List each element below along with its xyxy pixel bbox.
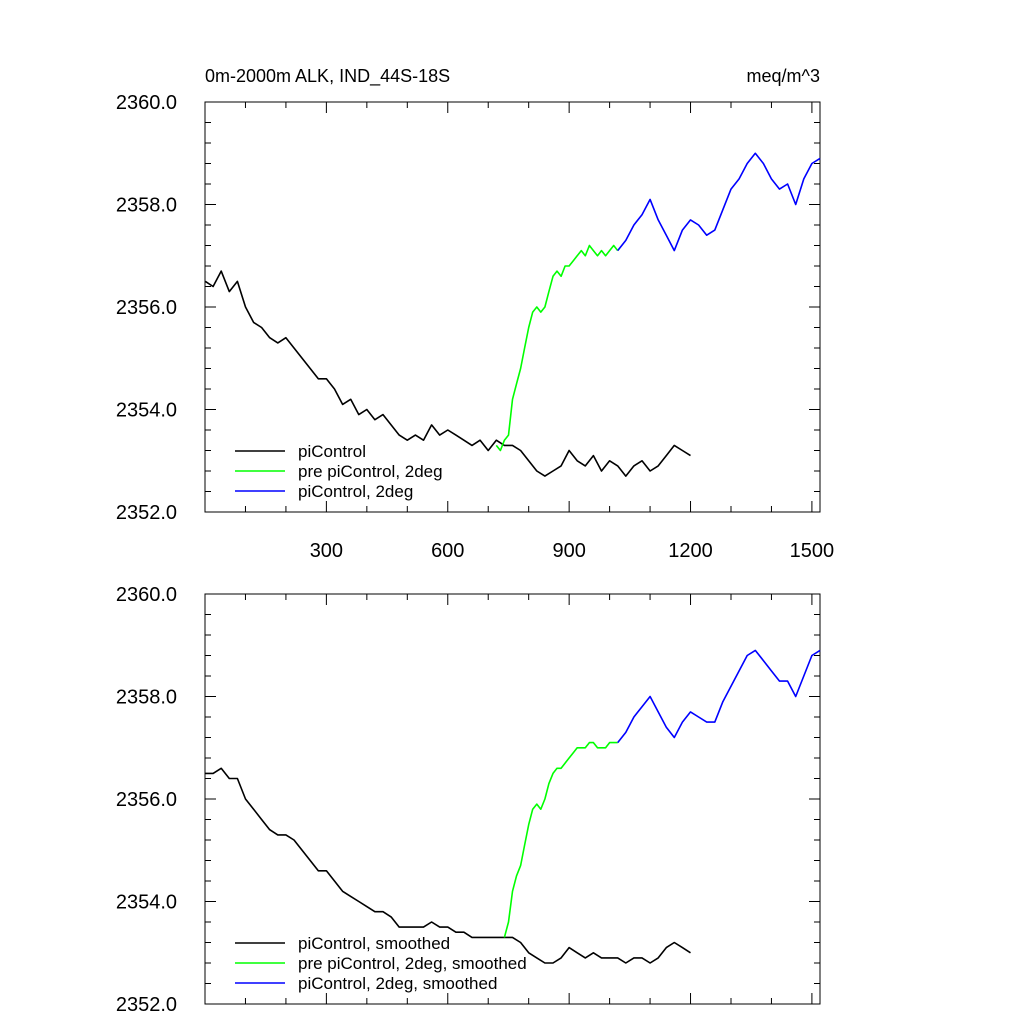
y-tick-label: 2352.0 xyxy=(116,994,177,1016)
x-tick-label: 300 xyxy=(310,540,343,562)
legend-label-1: pre piControl, 2deg xyxy=(298,462,443,481)
y-tick-label: 2352.0 xyxy=(116,502,177,524)
legend-label-0: piControl xyxy=(298,442,366,461)
y-tick-label: 2360.0 xyxy=(116,92,177,114)
top-panel: 0m-2000m ALK, IND_44S-18S meq/m^3 300 600… xyxy=(116,66,834,562)
x-tick-label: 600 xyxy=(431,540,464,562)
y-tick-label: 2356.0 xyxy=(116,789,177,811)
bottom-axis-ticks: 2352.0 2354.0 2356.0 2358.0 2360.0 xyxy=(116,584,820,1016)
series-line-1 xyxy=(503,741,618,938)
bottom-panel: 2352.0 2354.0 2356.0 2358.0 2360.0 piControl… xyxy=(116,584,821,1016)
y-tick-label: 2358.0 xyxy=(116,687,177,709)
series-line-1 xyxy=(495,244,619,452)
legend-label-2: piControl, 2deg xyxy=(298,482,413,501)
legend-label-0: piControl, smoothed xyxy=(298,934,450,953)
y-tick-label: 2356.0 xyxy=(116,297,177,319)
top-axis-ticks: 300 600 900 1200 1500 2352.0 2354.0 2356.0 2358.… xyxy=(116,92,834,562)
x-tick-label: 900 xyxy=(552,540,585,562)
top-series-group xyxy=(204,152,821,477)
top-panel-title: 0m-2000m ALK, IND_44S-18S xyxy=(205,66,450,87)
legend-label-1: pre piControl, 2deg, smoothed xyxy=(298,954,527,973)
bottom-series-group xyxy=(205,649,821,964)
y-tick-label: 2360.0 xyxy=(116,584,177,606)
series-line-0 xyxy=(205,767,691,964)
series-line-2 xyxy=(617,152,821,252)
y-tick-label: 2358.0 xyxy=(116,195,177,217)
series-line-2 xyxy=(617,649,821,744)
top-panel-units: meq/m^3 xyxy=(747,66,820,86)
x-tick-label: 1200 xyxy=(668,540,713,562)
y-tick-label: 2354.0 xyxy=(116,400,177,422)
legend-label-2: piControl, 2deg, smoothed xyxy=(298,974,497,993)
y-tick-label: 2354.0 xyxy=(116,892,177,914)
series-line-0 xyxy=(204,270,691,477)
x-tick-label: 1500 xyxy=(790,540,835,562)
